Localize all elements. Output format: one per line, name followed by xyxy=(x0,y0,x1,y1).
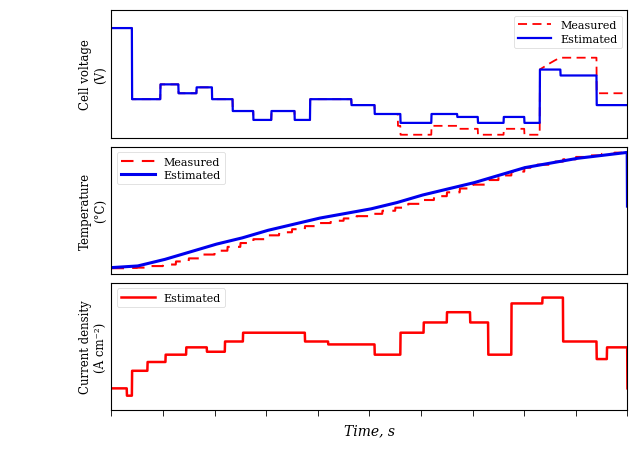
Measured xyxy=(134,97,141,103)
Estimated xyxy=(108,26,115,32)
Estimated xyxy=(624,204,631,209)
Estimated xyxy=(345,342,353,347)
Measured xyxy=(108,26,115,32)
Line: Measured: Measured xyxy=(111,153,627,269)
Estimated xyxy=(514,168,522,173)
Estimated xyxy=(624,386,631,391)
Estimated xyxy=(108,265,115,271)
Measured xyxy=(608,152,616,157)
Measured xyxy=(611,151,619,156)
Legend: Measured, Estimated: Measured, Estimated xyxy=(117,153,225,185)
Measured xyxy=(345,216,352,221)
Estimated xyxy=(608,152,616,157)
Y-axis label: Current density
(A cm⁻²): Current density (A cm⁻²) xyxy=(80,300,107,394)
Measured xyxy=(397,133,404,138)
Measured xyxy=(108,266,115,272)
Line: Estimated: Estimated xyxy=(111,298,627,396)
Measured xyxy=(359,214,366,219)
Estimated xyxy=(359,208,366,214)
Y-axis label: Cell voltage
(V): Cell voltage (V) xyxy=(80,40,107,110)
Measured xyxy=(514,127,522,132)
Line: Measured: Measured xyxy=(111,29,627,135)
Estimated xyxy=(609,345,617,350)
Estimated xyxy=(397,121,404,126)
Estimated xyxy=(134,264,141,269)
X-axis label: Time, s: Time, s xyxy=(344,423,395,437)
Estimated xyxy=(123,393,131,399)
Measured xyxy=(609,92,617,97)
Line: Estimated: Estimated xyxy=(111,153,627,268)
Measured xyxy=(624,92,631,97)
Estimated xyxy=(514,301,522,307)
Estimated xyxy=(108,386,115,391)
Measured xyxy=(608,152,616,157)
Estimated xyxy=(359,342,366,347)
Line: Estimated: Estimated xyxy=(111,29,627,124)
Estimated xyxy=(624,150,631,156)
Estimated xyxy=(345,97,352,103)
Estimated xyxy=(359,103,366,109)
Measured xyxy=(624,204,631,209)
Measured xyxy=(345,97,352,103)
Estimated xyxy=(624,103,631,109)
Estimated xyxy=(134,97,141,103)
Estimated xyxy=(608,152,616,157)
Legend: Measured, Estimated: Measured, Estimated xyxy=(513,17,622,49)
Estimated xyxy=(609,345,617,350)
Estimated xyxy=(134,368,142,374)
Measured xyxy=(134,265,141,271)
Estimated xyxy=(609,103,617,109)
Y-axis label: Temperature
(°C): Temperature (°C) xyxy=(80,172,107,249)
Measured xyxy=(359,103,366,109)
Measured xyxy=(514,170,522,175)
Estimated xyxy=(608,103,616,109)
Legend: Estimated: Estimated xyxy=(117,289,225,308)
Estimated xyxy=(345,211,352,216)
Estimated xyxy=(514,115,522,120)
Estimated xyxy=(539,295,547,301)
Measured xyxy=(608,92,616,97)
